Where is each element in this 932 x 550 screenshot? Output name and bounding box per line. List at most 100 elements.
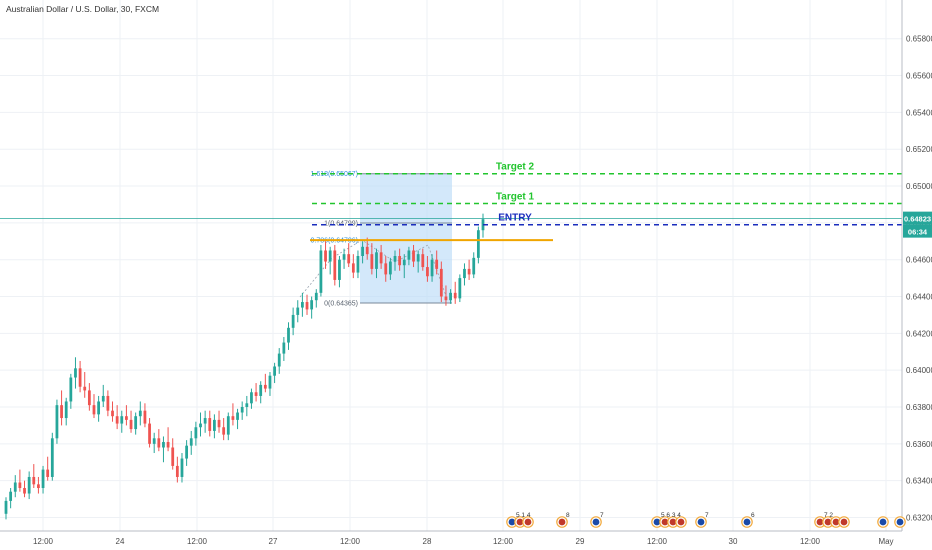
candle (74, 357, 77, 389)
fib-level-label: 1.618(0.65067) (311, 171, 358, 178)
event-marker-group[interactable]: 6 (741, 512, 755, 528)
candle (375, 248, 378, 279)
candle (180, 453, 184, 483)
x-tick-label: 24 (116, 537, 125, 546)
event-marker-group[interactable]: 5 6 3 4 (651, 512, 687, 528)
candle (481, 213, 485, 238)
event-marker-group[interactable]: 5 1 4 (506, 512, 534, 528)
candle-body (430, 259, 434, 277)
candle (356, 250, 360, 279)
candle (453, 281, 457, 304)
event-flag-fill (653, 518, 661, 526)
candle (463, 263, 466, 286)
candle-body (435, 259, 439, 269)
candle-body (328, 250, 332, 262)
events[interactable]: 5 1 4 8 7 5 6 3 4 7 6 7 2 (506, 512, 906, 528)
event-marker-group[interactable]: 7 2 (814, 512, 850, 528)
candle-body (194, 427, 198, 439)
candle-body (273, 366, 276, 376)
candle (55, 399, 59, 444)
event-count: 7 (600, 512, 604, 519)
candle-body (263, 384, 267, 389)
event-flag-fill (677, 518, 685, 526)
candle (189, 430, 193, 455)
event-count: 6 (751, 512, 755, 519)
event-flag-fill (840, 518, 848, 526)
candle (18, 469, 22, 492)
candle-body (222, 427, 226, 435)
event-marker-group[interactable] (877, 516, 889, 528)
candle-body (458, 278, 462, 299)
y-tick-label: 0.63200 (906, 513, 932, 522)
candle-body (120, 416, 124, 424)
current-price-badge: 0.64823 06:34 (903, 211, 932, 238)
candle-body (305, 302, 309, 310)
candle-body (199, 423, 202, 428)
candle-body (208, 418, 212, 431)
candle (37, 476, 40, 494)
candle (277, 348, 281, 374)
candle-body (226, 416, 230, 435)
candle (259, 381, 263, 404)
candle (398, 248, 402, 271)
candle-body (412, 250, 415, 262)
candle-body (213, 419, 216, 431)
level-label: ENTRY (498, 213, 532, 224)
candle-body (282, 342, 286, 354)
candle (254, 383, 258, 402)
candles (4, 213, 485, 520)
candle (92, 394, 96, 419)
candle (328, 246, 332, 275)
current-price-label: 0.64823 (904, 215, 931, 224)
candle (64, 397, 68, 426)
candle (60, 390, 63, 426)
candle-body (444, 296, 448, 301)
candle (157, 429, 161, 452)
fibonacci-tool[interactable]: 1.618(0.65067)1(0.64799)0.786(0.64706)0(… (299, 171, 452, 307)
candle-body (268, 375, 272, 389)
candle (351, 254, 355, 279)
candle-body (166, 441, 170, 448)
x-tick-label: 12:00 (800, 537, 821, 546)
candle-body (324, 250, 327, 262)
x-tick-label: 30 (729, 537, 738, 546)
candle (361, 241, 364, 264)
candle-body (314, 292, 318, 301)
candle (287, 322, 290, 350)
candle (226, 412, 230, 441)
candle-body (287, 327, 290, 343)
candle (333, 244, 337, 286)
price-levels[interactable]: Target 2 Target 1 ENTRY (0, 162, 902, 242)
candle (245, 395, 249, 417)
candle-body (463, 268, 466, 279)
candle-body (171, 447, 175, 466)
candle-body (393, 256, 397, 262)
candle (194, 421, 198, 446)
candle (120, 410, 124, 433)
candle-body (319, 250, 323, 293)
candle (291, 307, 295, 336)
candle-body (143, 410, 147, 424)
candle-body (384, 263, 388, 275)
candle (134, 412, 138, 435)
candle-body (37, 484, 40, 489)
candle (9, 488, 13, 509)
candle (426, 256, 429, 282)
candle-body (157, 438, 161, 448)
event-marker-group[interactable]: 8 (556, 512, 570, 528)
candle (213, 414, 216, 439)
candle-body (50, 438, 54, 477)
candle-body (449, 292, 452, 301)
event-marker-group[interactable]: 7 (695, 512, 709, 528)
candle (129, 410, 133, 433)
candle (32, 464, 36, 489)
candle (439, 261, 443, 303)
candle-body (111, 410, 114, 417)
candle-body (78, 368, 82, 387)
candle-body (231, 416, 235, 420)
event-marker-group[interactable]: 7 (590, 512, 604, 528)
event-marker-group[interactable] (894, 516, 906, 528)
